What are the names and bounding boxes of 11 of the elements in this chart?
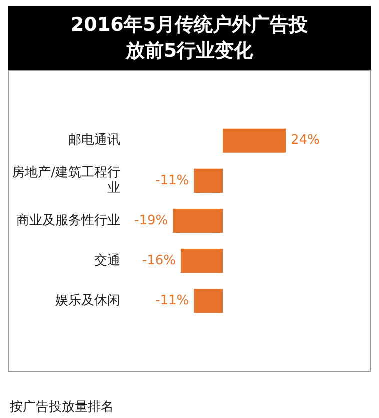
y-tick-label: 邮电通讯 [68,133,120,148]
data-label: -16% [142,253,176,268]
text: 按广告投放量排名 [10,399,114,416]
data-label: -11% [156,173,190,188]
y-tick-label: 交通 [94,252,120,268]
y-tick-label: 商业及服务性行业 [16,213,120,228]
y-tick-label: 娱乐及休闲 [56,294,120,309]
data-label: -11% [156,294,190,309]
data-label: 24% [291,133,320,148]
data-label: -19% [134,213,168,228]
chart-title: 2016年5月传统户外广告投放前5行业变化 [8,6,371,70]
